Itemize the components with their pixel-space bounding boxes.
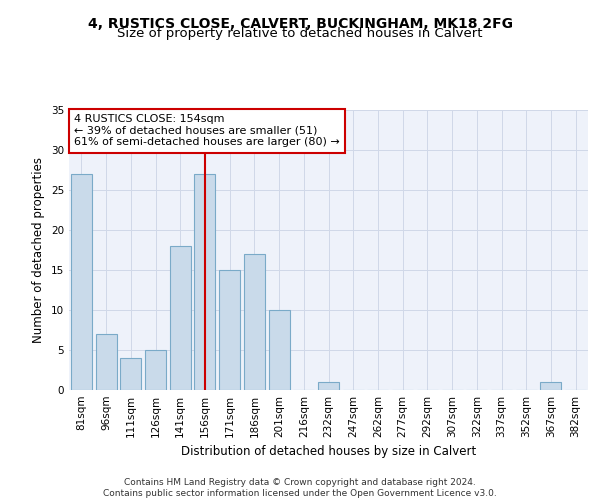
Bar bbox=[244, 254, 265, 390]
Text: 4, RUSTICS CLOSE, CALVERT, BUCKINGHAM, MK18 2FG: 4, RUSTICS CLOSE, CALVERT, BUCKINGHAM, M… bbox=[88, 18, 512, 32]
X-axis label: Distribution of detached houses by size in Calvert: Distribution of detached houses by size … bbox=[181, 446, 476, 458]
Bar bbox=[71, 174, 92, 390]
Bar bbox=[120, 358, 141, 390]
Bar bbox=[219, 270, 240, 390]
Y-axis label: Number of detached properties: Number of detached properties bbox=[32, 157, 46, 343]
Text: Size of property relative to detached houses in Calvert: Size of property relative to detached ho… bbox=[117, 28, 483, 40]
Bar bbox=[318, 382, 339, 390]
Text: Contains HM Land Registry data © Crown copyright and database right 2024.
Contai: Contains HM Land Registry data © Crown c… bbox=[103, 478, 497, 498]
Bar bbox=[194, 174, 215, 390]
Bar bbox=[269, 310, 290, 390]
Text: 4 RUSTICS CLOSE: 154sqm
← 39% of detached houses are smaller (51)
61% of semi-de: 4 RUSTICS CLOSE: 154sqm ← 39% of detache… bbox=[74, 114, 340, 148]
Bar bbox=[541, 382, 562, 390]
Bar bbox=[170, 246, 191, 390]
Bar bbox=[145, 350, 166, 390]
Bar bbox=[95, 334, 116, 390]
